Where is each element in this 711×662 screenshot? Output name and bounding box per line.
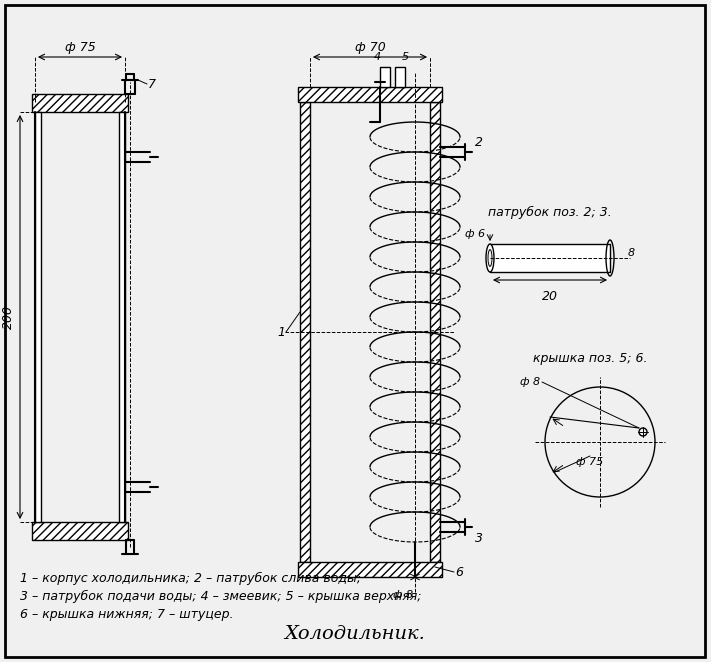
Text: 20: 20 [542, 290, 558, 303]
Text: ф 8: ф 8 [520, 377, 540, 387]
Ellipse shape [488, 250, 492, 266]
Bar [32, 522, 128, 540]
Text: 8: 8 [628, 248, 635, 258]
Text: 6: 6 [455, 565, 463, 579]
Text: ф 6: ф 6 [465, 229, 485, 239]
Bar [298, 87, 442, 102]
Text: ф 70: ф 70 [355, 41, 385, 54]
Bar [395, 67, 405, 87]
Text: 1: 1 [277, 326, 285, 338]
Text: 3: 3 [475, 532, 483, 545]
Text: 2: 2 [475, 136, 483, 148]
Text: 7: 7 [148, 77, 156, 91]
Bar [490, 244, 610, 272]
Text: 5: 5 [402, 52, 409, 62]
Text: ф 8: ф 8 [393, 590, 413, 600]
Text: 4: 4 [373, 52, 380, 62]
Text: Холодильник.: Холодильник. [284, 625, 425, 643]
Bar [35, 112, 41, 522]
Ellipse shape [486, 244, 494, 272]
Bar [119, 112, 125, 522]
Bar [380, 67, 390, 87]
Bar [430, 102, 440, 562]
Text: 3 – патрубок подачи воды; 4 – змеевик; 5 – крышка верхняя;: 3 – патрубок подачи воды; 4 – змеевик; 5… [20, 590, 422, 603]
Text: ф 75: ф 75 [577, 457, 604, 467]
Text: ф 75: ф 75 [65, 41, 95, 54]
Bar [300, 102, 310, 562]
Text: 200: 200 [1, 305, 14, 329]
Text: крышка поз. 5; 6.: крышка поз. 5; 6. [533, 352, 647, 365]
Bar [298, 562, 442, 577]
Text: патрубок поз. 2; 3.: патрубок поз. 2; 3. [488, 206, 612, 219]
Text: 6 – крышка нижняя; 7 – штуцер.: 6 – крышка нижняя; 7 – штуцер. [20, 608, 233, 621]
Bar [32, 94, 128, 112]
Text: 1 – корпус холодильника; 2 – патрубок слива воды;: 1 – корпус холодильника; 2 – патрубок сл… [20, 572, 361, 585]
